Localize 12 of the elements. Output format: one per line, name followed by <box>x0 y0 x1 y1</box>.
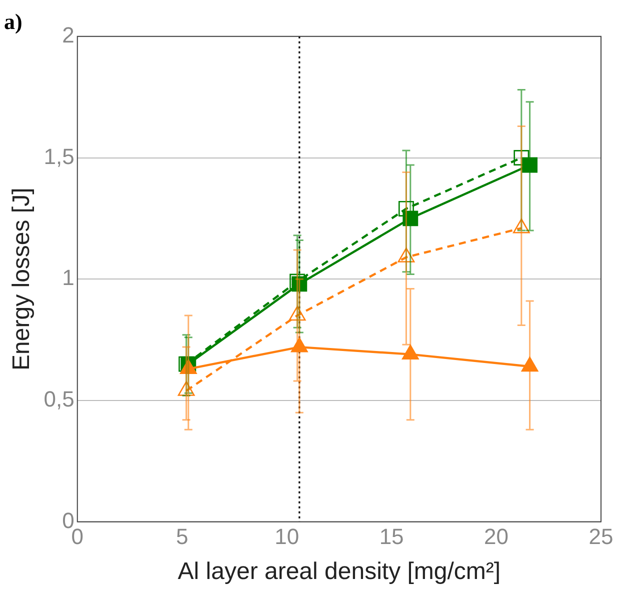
x-axis-title: Al layer areal density [mg/cm²] <box>178 558 501 586</box>
x-tick-label: 25 <box>588 524 614 550</box>
x-tick-label: 10 <box>274 524 300 550</box>
y-tick-label: 2 <box>62 22 74 48</box>
x-tick-label: 5 <box>176 524 188 550</box>
y-tick-label: 0,5 <box>44 386 74 412</box>
x-tick-label: 20 <box>484 524 509 550</box>
y-tick-label: 1 <box>62 265 74 290</box>
y-axis-title: Energy losses [J] <box>8 188 36 370</box>
x-tick-label: 15 <box>379 524 404 550</box>
chart-title: a) <box>4 8 22 34</box>
y-tick-label: 1,5 <box>44 144 74 169</box>
